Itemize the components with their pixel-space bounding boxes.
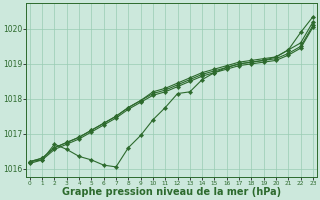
X-axis label: Graphe pression niveau de la mer (hPa): Graphe pression niveau de la mer (hPa) bbox=[62, 187, 281, 197]
